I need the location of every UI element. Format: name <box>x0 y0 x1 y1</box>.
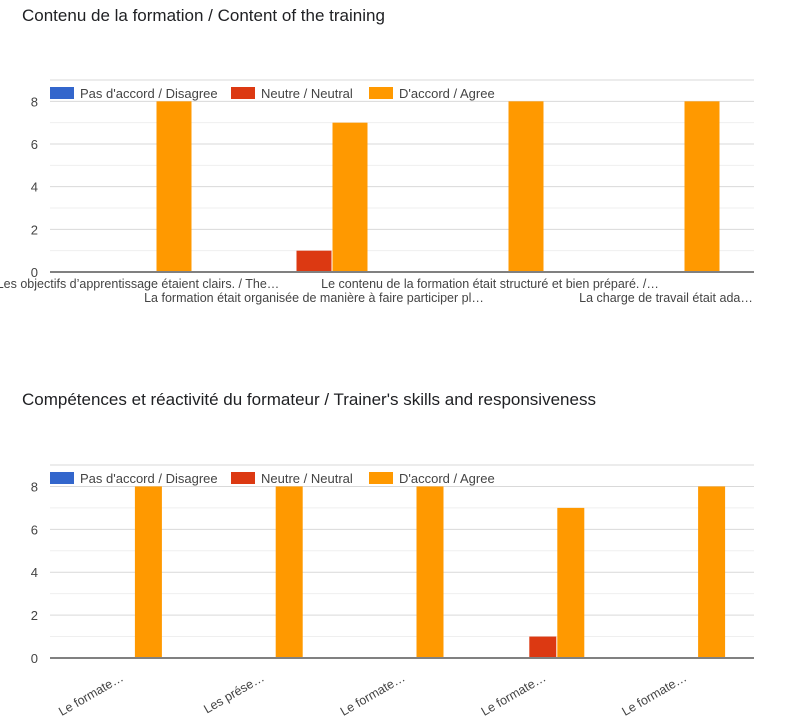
y-tick-label: 0 <box>31 651 38 666</box>
bar-neutral <box>529 636 557 658</box>
y-tick-label: 2 <box>31 608 38 623</box>
bar-agree <box>557 507 585 658</box>
legend-swatch-disagree <box>50 87 74 99</box>
bar-agree <box>275 486 303 658</box>
bar-agree <box>156 101 192 272</box>
y-tick-label: 8 <box>31 94 38 109</box>
legend-swatch-agree <box>369 472 393 484</box>
legend-label: D'accord / Agree <box>399 471 495 486</box>
legend-label: Neutre / Neutral <box>261 86 353 101</box>
legend-swatch-disagree <box>50 472 74 484</box>
chart-title: Compétences et réactivité du formateur /… <box>22 390 596 409</box>
bar-agree <box>332 122 368 273</box>
x-category-label: Les objectifs d’apprentissage étaient cl… <box>0 277 279 291</box>
x-category-label: Le formate… <box>56 670 126 718</box>
legend-swatch-agree <box>369 87 393 99</box>
bar-chart-svg: 0 2 4 6 8 Pas d'accord / Disagree Neutre / Neu… <box>31 464 754 719</box>
chart-title: Contenu de la formation / Content of the… <box>22 6 385 25</box>
y-tick-label: 8 <box>31 479 38 494</box>
y-tick-label: 4 <box>31 565 38 580</box>
x-category-label: Le formate… <box>338 670 408 718</box>
legend-label: Pas d'accord / Disagree <box>80 471 218 486</box>
x-category-label: Les prése… <box>201 670 266 716</box>
x-category-label: La formation était organisée de manière … <box>144 291 484 305</box>
x-category-label: Le formate… <box>620 670 690 718</box>
chart-content-of-training: Contenu de la formation / Content of the… <box>0 6 754 305</box>
y-tick-label: 6 <box>31 522 38 537</box>
x-category-label: Le formate… <box>479 670 549 718</box>
legend-label: Pas d'accord / Disagree <box>80 86 218 101</box>
y-tick-label: 4 <box>31 180 38 195</box>
bar-agree <box>416 486 444 658</box>
bar-neutral <box>296 250 332 272</box>
bar-agree <box>698 486 726 658</box>
x-category-label: Le contenu de la formation était structu… <box>321 277 659 291</box>
bar-agree <box>134 486 162 658</box>
legend-label: D'accord / Agree <box>399 86 495 101</box>
legend-label: Neutre / Neutral <box>261 471 353 486</box>
x-category-label: La charge de travail était ada… <box>579 291 753 305</box>
legend-swatch-neutral <box>231 472 255 484</box>
chart-trainer-skills: Compétences et réactivité du formateur /… <box>0 380 785 720</box>
bar-chart-svg: 0 2 4 6 8 Pas d'accord / Disagree Neutre / Neu… <box>0 79 754 305</box>
y-tick-label: 2 <box>31 222 38 237</box>
legend-swatch-neutral <box>231 87 255 99</box>
y-tick-label: 0 <box>31 265 38 280</box>
bar-agree <box>684 101 720 272</box>
y-tick-label: 6 <box>31 137 38 152</box>
bar-agree <box>508 101 544 272</box>
